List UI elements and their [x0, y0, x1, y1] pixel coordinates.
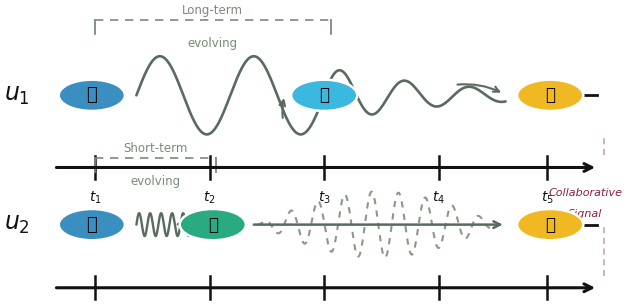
Text: $t_3$: $t_3$	[318, 190, 331, 206]
Circle shape	[59, 80, 125, 111]
Text: 📱: 📱	[86, 86, 97, 104]
Text: ⌚: ⌚	[545, 86, 555, 104]
Text: 📱: 📱	[86, 216, 97, 234]
Text: 📷: 📷	[319, 86, 329, 104]
Text: Short-term: Short-term	[124, 142, 188, 155]
Text: $t_2$: $t_2$	[204, 190, 216, 206]
Circle shape	[59, 209, 125, 240]
Text: ⌚: ⌚	[545, 216, 555, 234]
Circle shape	[180, 209, 246, 240]
Text: $u_2$: $u_2$	[4, 213, 29, 236]
Text: evolving: evolving	[131, 175, 180, 188]
Text: Long-term: Long-term	[182, 4, 243, 16]
Text: $t_1$: $t_1$	[89, 190, 101, 206]
Text: Signal: Signal	[568, 209, 602, 219]
Text: $t_5$: $t_5$	[541, 190, 554, 206]
Text: evolving: evolving	[188, 37, 238, 50]
Text: Collaborative: Collaborative	[548, 188, 622, 198]
Text: $u_1$: $u_1$	[4, 84, 29, 107]
Text: 🔋: 🔋	[208, 216, 218, 234]
Circle shape	[291, 80, 357, 111]
Circle shape	[517, 209, 583, 240]
Circle shape	[517, 80, 583, 111]
Text: $t_4$: $t_4$	[432, 190, 445, 206]
